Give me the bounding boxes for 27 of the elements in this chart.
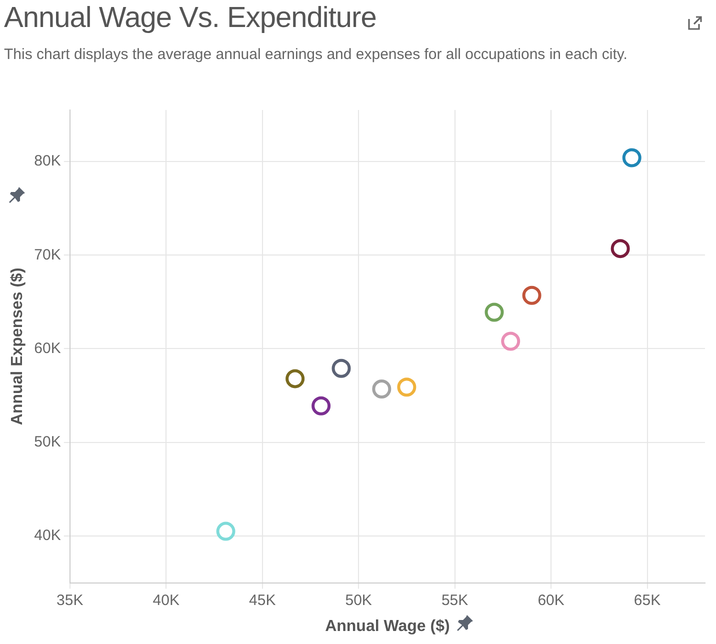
y-axis-title: Annual Expenses ($) (9, 268, 26, 426)
x-tick-label: 60K (538, 592, 564, 609)
point (312, 396, 331, 416)
y-tick-label: 80K (34, 152, 61, 170)
point (216, 522, 236, 541)
point (372, 380, 392, 398)
point (332, 358, 351, 378)
x-tick-label: 35K (56, 592, 84, 609)
point (610, 239, 630, 258)
y-tick-label: 40K (34, 527, 61, 544)
y-tick-label: 70K (34, 246, 61, 264)
x-tick-label: 55K (441, 592, 468, 609)
chart-title: Annual Wage Vs. Expenditure (4, 2, 376, 35)
x-tick-label: 50K (345, 592, 372, 609)
point (397, 378, 416, 397)
chart-subtitle: This chart displays the average annual earnings and expenses for all occupations in each city. (4, 45, 628, 65)
x-axis-title: Annual Wage ($) (325, 618, 450, 635)
point (622, 148, 642, 168)
x-tick-label: 45K (248, 592, 276, 609)
y-tick-label: 50K (34, 434, 61, 451)
point (501, 332, 520, 351)
point (286, 369, 305, 388)
x-tick-label: 40K (152, 592, 180, 609)
point (522, 286, 542, 305)
point (484, 302, 504, 322)
y-tick-label: 60K (34, 340, 61, 357)
x-tick-label: 65K (634, 592, 661, 609)
